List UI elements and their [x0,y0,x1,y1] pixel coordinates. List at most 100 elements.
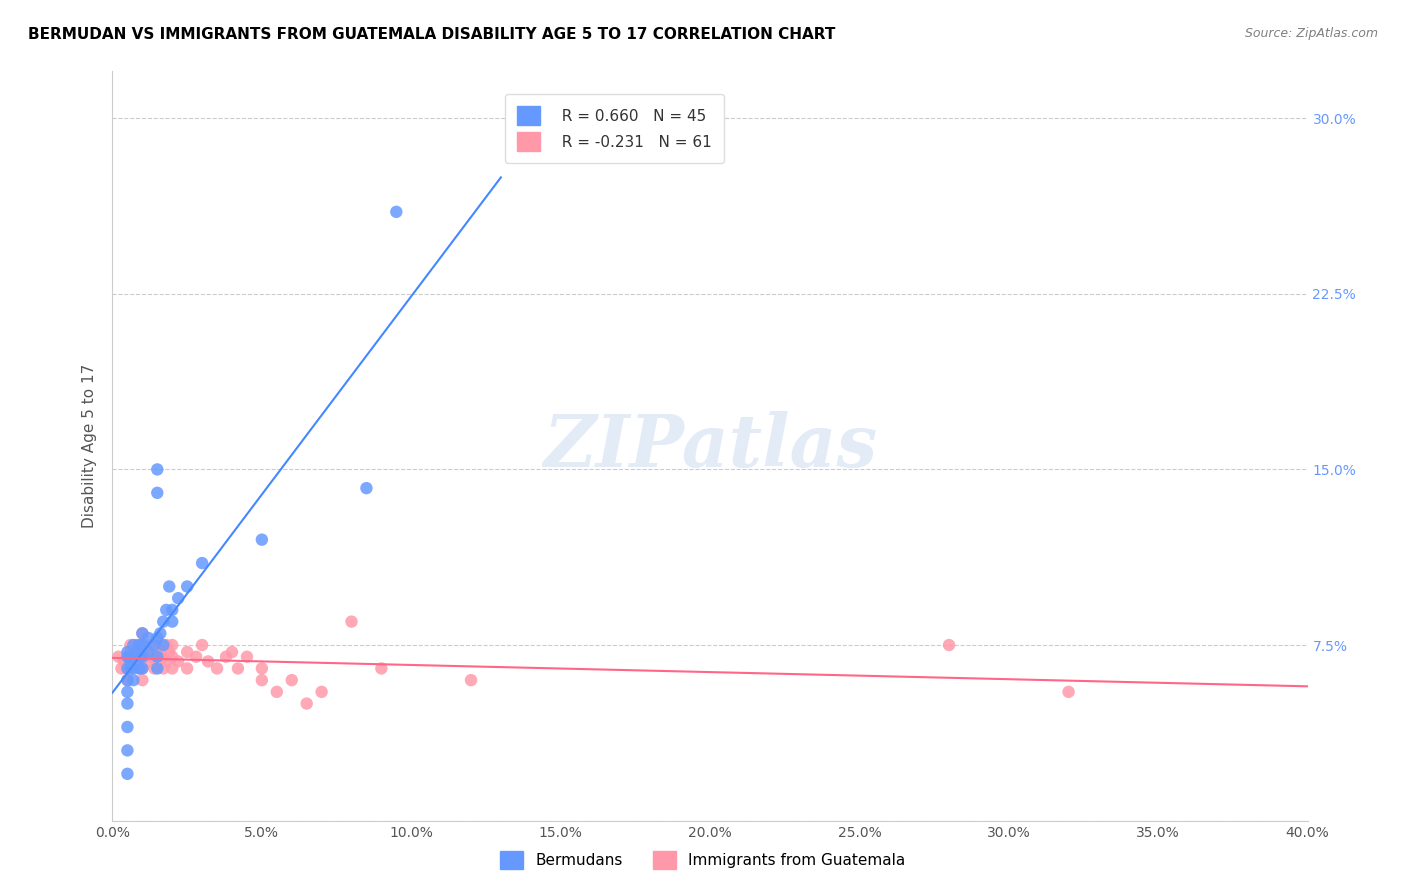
Point [281,673,304,688]
Point [117,767,139,781]
Legend: Bermudans, Immigrants from Guatemala: Bermudans, Immigrants from Guatemala [494,845,912,875]
Point [162,638,183,652]
Point [146,649,169,664]
Point [385,204,408,219]
Point [215,649,238,664]
Point [131,661,153,675]
Point [152,615,174,629]
Point [176,580,198,594]
Point [125,645,148,659]
Point [120,655,142,669]
Point [157,580,180,594]
Point [131,649,153,664]
Point [107,649,129,664]
Point [197,655,219,669]
Text: ZIPatlas: ZIPatlas [543,410,877,482]
Point [134,638,156,652]
Point [143,661,166,675]
Point [162,603,183,617]
Point [250,661,273,675]
Point [117,743,139,757]
Point [122,649,145,664]
Point [176,661,198,675]
Point [128,638,150,652]
Point [143,645,166,659]
Point [149,645,172,659]
Point [128,649,150,664]
Point [146,631,169,645]
Point [122,638,145,652]
Point [138,645,160,659]
Point [152,649,174,664]
Point [128,661,150,675]
Point [295,697,318,711]
Point [125,649,148,664]
Point [162,615,183,629]
Point [120,649,142,664]
Point [117,685,139,699]
Point [117,649,139,664]
Point [146,462,169,476]
Point [134,649,156,664]
Point [120,638,142,652]
Point [138,631,160,645]
Point [155,655,177,669]
Point [128,638,150,652]
Point [122,673,145,688]
Point [167,591,190,606]
Point [370,661,392,675]
Point [155,638,177,652]
Point [176,645,198,659]
Point [128,661,150,675]
Point [114,655,135,669]
Point [131,626,153,640]
Point [143,638,166,652]
Point [122,645,145,659]
Point [146,649,169,664]
Point [157,645,180,659]
Point [340,615,363,629]
Point [120,661,142,675]
Point [117,661,139,675]
Point [117,649,139,664]
Point [236,649,259,664]
Point [266,685,288,699]
Y-axis label: Disability Age 5 to 17: Disability Age 5 to 17 [82,364,97,528]
Point [138,645,160,659]
Point [205,661,228,675]
Point [1057,685,1080,699]
Point [117,645,139,659]
Point [191,638,214,652]
Point [162,661,183,675]
Point [356,481,378,495]
Point [131,673,153,688]
Point [131,638,153,652]
Point [131,649,153,664]
Point [460,673,482,688]
Point [141,638,163,652]
Point [131,638,153,652]
Point [146,485,169,500]
Point [131,626,153,640]
Point [167,655,190,669]
Point [938,638,960,652]
Point [122,661,145,675]
Point [191,556,214,570]
Point [149,626,172,640]
Point [138,655,160,669]
Point [250,673,273,688]
Point [226,661,249,675]
Point [141,649,163,664]
Point [155,603,177,617]
Point [117,720,139,734]
Point [117,661,139,675]
Text: BERMUDAN VS IMMIGRANTS FROM GUATEMALA DISABILITY AGE 5 TO 17 CORRELATION CHART: BERMUDAN VS IMMIGRANTS FROM GUATEMALA DI… [28,27,835,42]
Point [311,685,333,699]
Point [162,649,183,664]
Point [125,638,148,652]
Point [250,533,273,547]
Point [117,673,139,688]
Legend:   R = 0.660   N = 45,   R = -0.231   N = 61: R = 0.660 N = 45, R = -0.231 N = 61 [505,94,724,163]
Point [146,638,169,652]
Point [221,645,243,659]
